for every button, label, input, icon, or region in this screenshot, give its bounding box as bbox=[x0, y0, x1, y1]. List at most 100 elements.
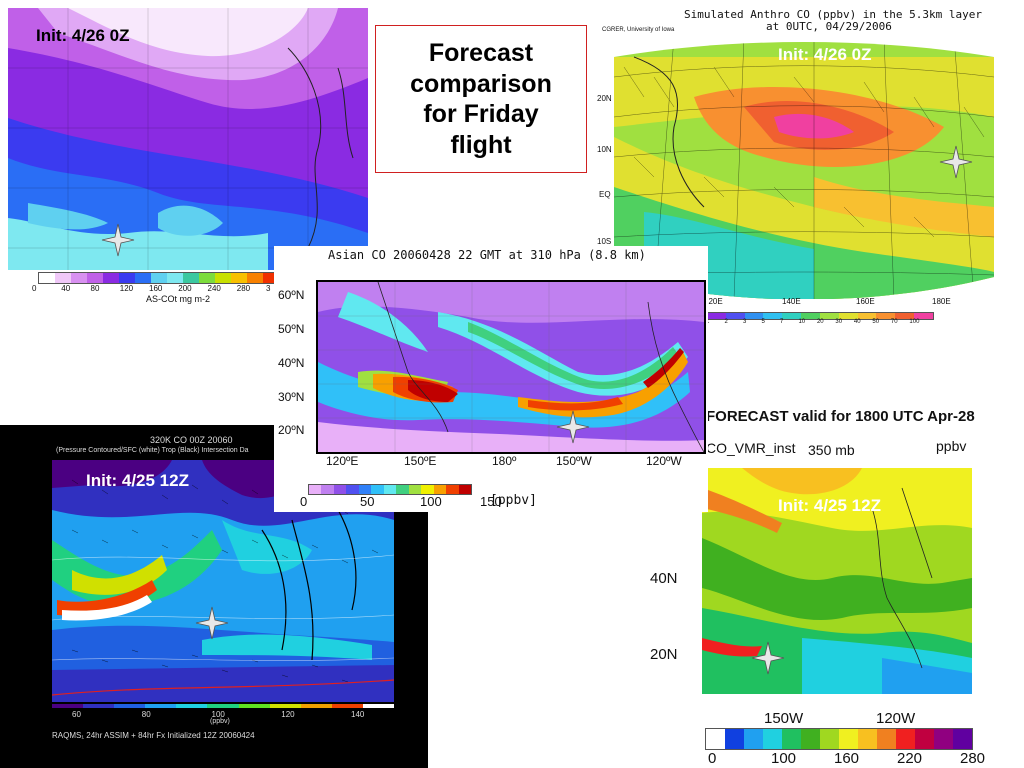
panel-anthro-co-map: Simulated Anthro CO (ppbv) in the 5.3km … bbox=[596, 5, 1024, 335]
map-credit: CGRER, University of Iowa bbox=[602, 27, 675, 33]
colorbar-tick-label: 40 bbox=[61, 284, 71, 293]
init-label: Init: 4/25 12Z bbox=[778, 496, 881, 515]
colorbar-swatch bbox=[151, 273, 167, 283]
colorbar-tick-label: 150 bbox=[480, 494, 502, 509]
colorbar-swatch bbox=[346, 485, 359, 494]
lon-label: 140E bbox=[782, 297, 801, 306]
colorbar-units: [ppbv] bbox=[490, 493, 537, 508]
colorbar-swatch bbox=[119, 273, 135, 283]
colorbar-swatch bbox=[458, 485, 472, 494]
flight-star-icon bbox=[101, 223, 135, 257]
colorbar-tick-label: 100 bbox=[211, 710, 225, 719]
colorbar-swatch bbox=[55, 273, 71, 283]
colorbar-tick-label: 50 bbox=[872, 319, 880, 325]
colorbar-tick-label: 80 bbox=[141, 710, 151, 719]
colorbar-ticks: 0 100 160 220 280 bbox=[708, 750, 988, 767]
colorbar-swatch bbox=[383, 485, 397, 494]
map-title-line1: Simulated Anthro CO (ppbv) in the 5.3km … bbox=[684, 8, 983, 21]
lon-label: 180º bbox=[492, 454, 517, 468]
colorbar-swatch bbox=[839, 729, 858, 749]
colorbar-tick-label: 3 bbox=[266, 284, 271, 293]
colorbar-tick-label: 200 bbox=[178, 284, 192, 293]
colorbar-tick-label: 280 bbox=[236, 284, 251, 293]
colorbar-swatch bbox=[877, 729, 896, 749]
colorbar-swatch bbox=[52, 704, 84, 708]
colorbar-tick-label: 160 bbox=[834, 750, 860, 767]
colorbar-tick-label: 80 bbox=[90, 284, 100, 293]
colorbar bbox=[52, 704, 395, 708]
colorbar-swatch bbox=[876, 313, 896, 319]
colorbar-swatch bbox=[321, 485, 334, 494]
colorbar-swatch bbox=[857, 313, 877, 319]
colorbar-swatch bbox=[331, 704, 363, 708]
colorbar-tick-label: 2 bbox=[724, 319, 728, 325]
lon-label: 150W bbox=[764, 710, 804, 727]
init-label: Init: 4/25 12Z bbox=[86, 471, 189, 490]
map-variable: CO_VMR_inst bbox=[706, 440, 796, 456]
map-footer: RAQMS₁ 24hr ASSIM + 84hr Fx Initialized … bbox=[52, 731, 255, 740]
colorbar-swatch bbox=[39, 273, 55, 283]
map-title: Asian CO 20060428 22 GMT at 310 hPa (8.8… bbox=[328, 248, 646, 262]
map-title: FORECAST valid for 1800 UTC Apr-28 bbox=[706, 408, 975, 425]
colorbar-swatch bbox=[801, 729, 820, 749]
page-title: Forecast comparison for Friday flight bbox=[410, 39, 552, 159]
colorbar-swatch bbox=[744, 313, 764, 319]
lat-label: 40ºN bbox=[278, 356, 305, 370]
colorbar-swatch bbox=[83, 704, 115, 708]
colorbar-tick-label: 50 bbox=[360, 494, 375, 509]
colorbar bbox=[308, 484, 472, 495]
colorbar-swatch bbox=[725, 313, 745, 319]
colorbar-swatch bbox=[114, 704, 146, 708]
colorbar bbox=[705, 728, 973, 750]
colorbar-swatch bbox=[421, 485, 434, 494]
colorbar-swatch bbox=[433, 485, 447, 494]
colorbar-swatch bbox=[896, 729, 915, 749]
lat-label: 10N bbox=[597, 145, 612, 154]
colorbar-tick-label: 100 bbox=[420, 494, 442, 509]
colorbar-swatch bbox=[763, 729, 782, 749]
colorbar-tick-label: 0 bbox=[708, 750, 717, 767]
colorbar-swatch bbox=[408, 485, 422, 494]
flight-star-icon bbox=[195, 606, 229, 640]
lat-label: 40N bbox=[650, 570, 678, 587]
map-subtitle: (Pressure Contoured/SFC (white) Trop (Bl… bbox=[56, 447, 249, 454]
colorbar-tick-label: 10 bbox=[798, 319, 806, 325]
colorbar-swatch bbox=[819, 313, 839, 319]
colorbar-swatch bbox=[183, 273, 199, 283]
lat-label: 30ºN bbox=[278, 390, 305, 404]
colorbar-tick-label: 30 bbox=[835, 319, 843, 325]
colorbar-swatch bbox=[103, 273, 119, 283]
lon-label: 160E bbox=[856, 297, 875, 306]
colorbar-ticks: 12357102030405070100 bbox=[706, 319, 932, 329]
lon-label: 120W bbox=[876, 710, 916, 727]
map-units: ppbv bbox=[936, 438, 967, 454]
lon-label: 150ºW bbox=[556, 454, 592, 468]
colorbar-tick-label: 60 bbox=[72, 710, 81, 719]
colorbar-swatch bbox=[953, 729, 972, 749]
colorbar-tick-label: 5 bbox=[761, 319, 765, 325]
lon-label: 180E bbox=[932, 297, 951, 306]
colorbar-swatch bbox=[300, 704, 332, 708]
colorbar-tick-label: 100 bbox=[909, 319, 920, 325]
lat-label: 10S bbox=[597, 237, 612, 246]
map-title: 320K CO 00Z 20060 bbox=[150, 435, 233, 445]
colorbar-swatch bbox=[135, 273, 151, 283]
colorbar-swatch bbox=[820, 729, 839, 749]
map-level: 350 mb bbox=[808, 442, 855, 458]
colorbar-swatch bbox=[71, 273, 87, 283]
co-column-map bbox=[8, 8, 368, 270]
colorbar-tick-label: 0 bbox=[32, 284, 37, 293]
colorbar-tick-label: 280 bbox=[960, 750, 986, 767]
colorbar-swatch bbox=[231, 273, 247, 283]
lat-label: 20N bbox=[650, 646, 678, 663]
anthro-co-map bbox=[614, 42, 994, 299]
colorbar-swatch bbox=[396, 485, 409, 494]
colorbar-swatch bbox=[895, 313, 915, 319]
init-label: Init: 4/26 0Z bbox=[778, 45, 872, 64]
colorbar-units: (ppbv) bbox=[210, 718, 230, 725]
lon-label: 120ºE bbox=[326, 454, 359, 468]
colorbar-tick-label: 40 bbox=[853, 319, 861, 325]
colorbar-swatch bbox=[87, 273, 103, 283]
title-box: Forecast comparison for Friday flight bbox=[375, 25, 587, 173]
colorbar bbox=[38, 272, 280, 284]
